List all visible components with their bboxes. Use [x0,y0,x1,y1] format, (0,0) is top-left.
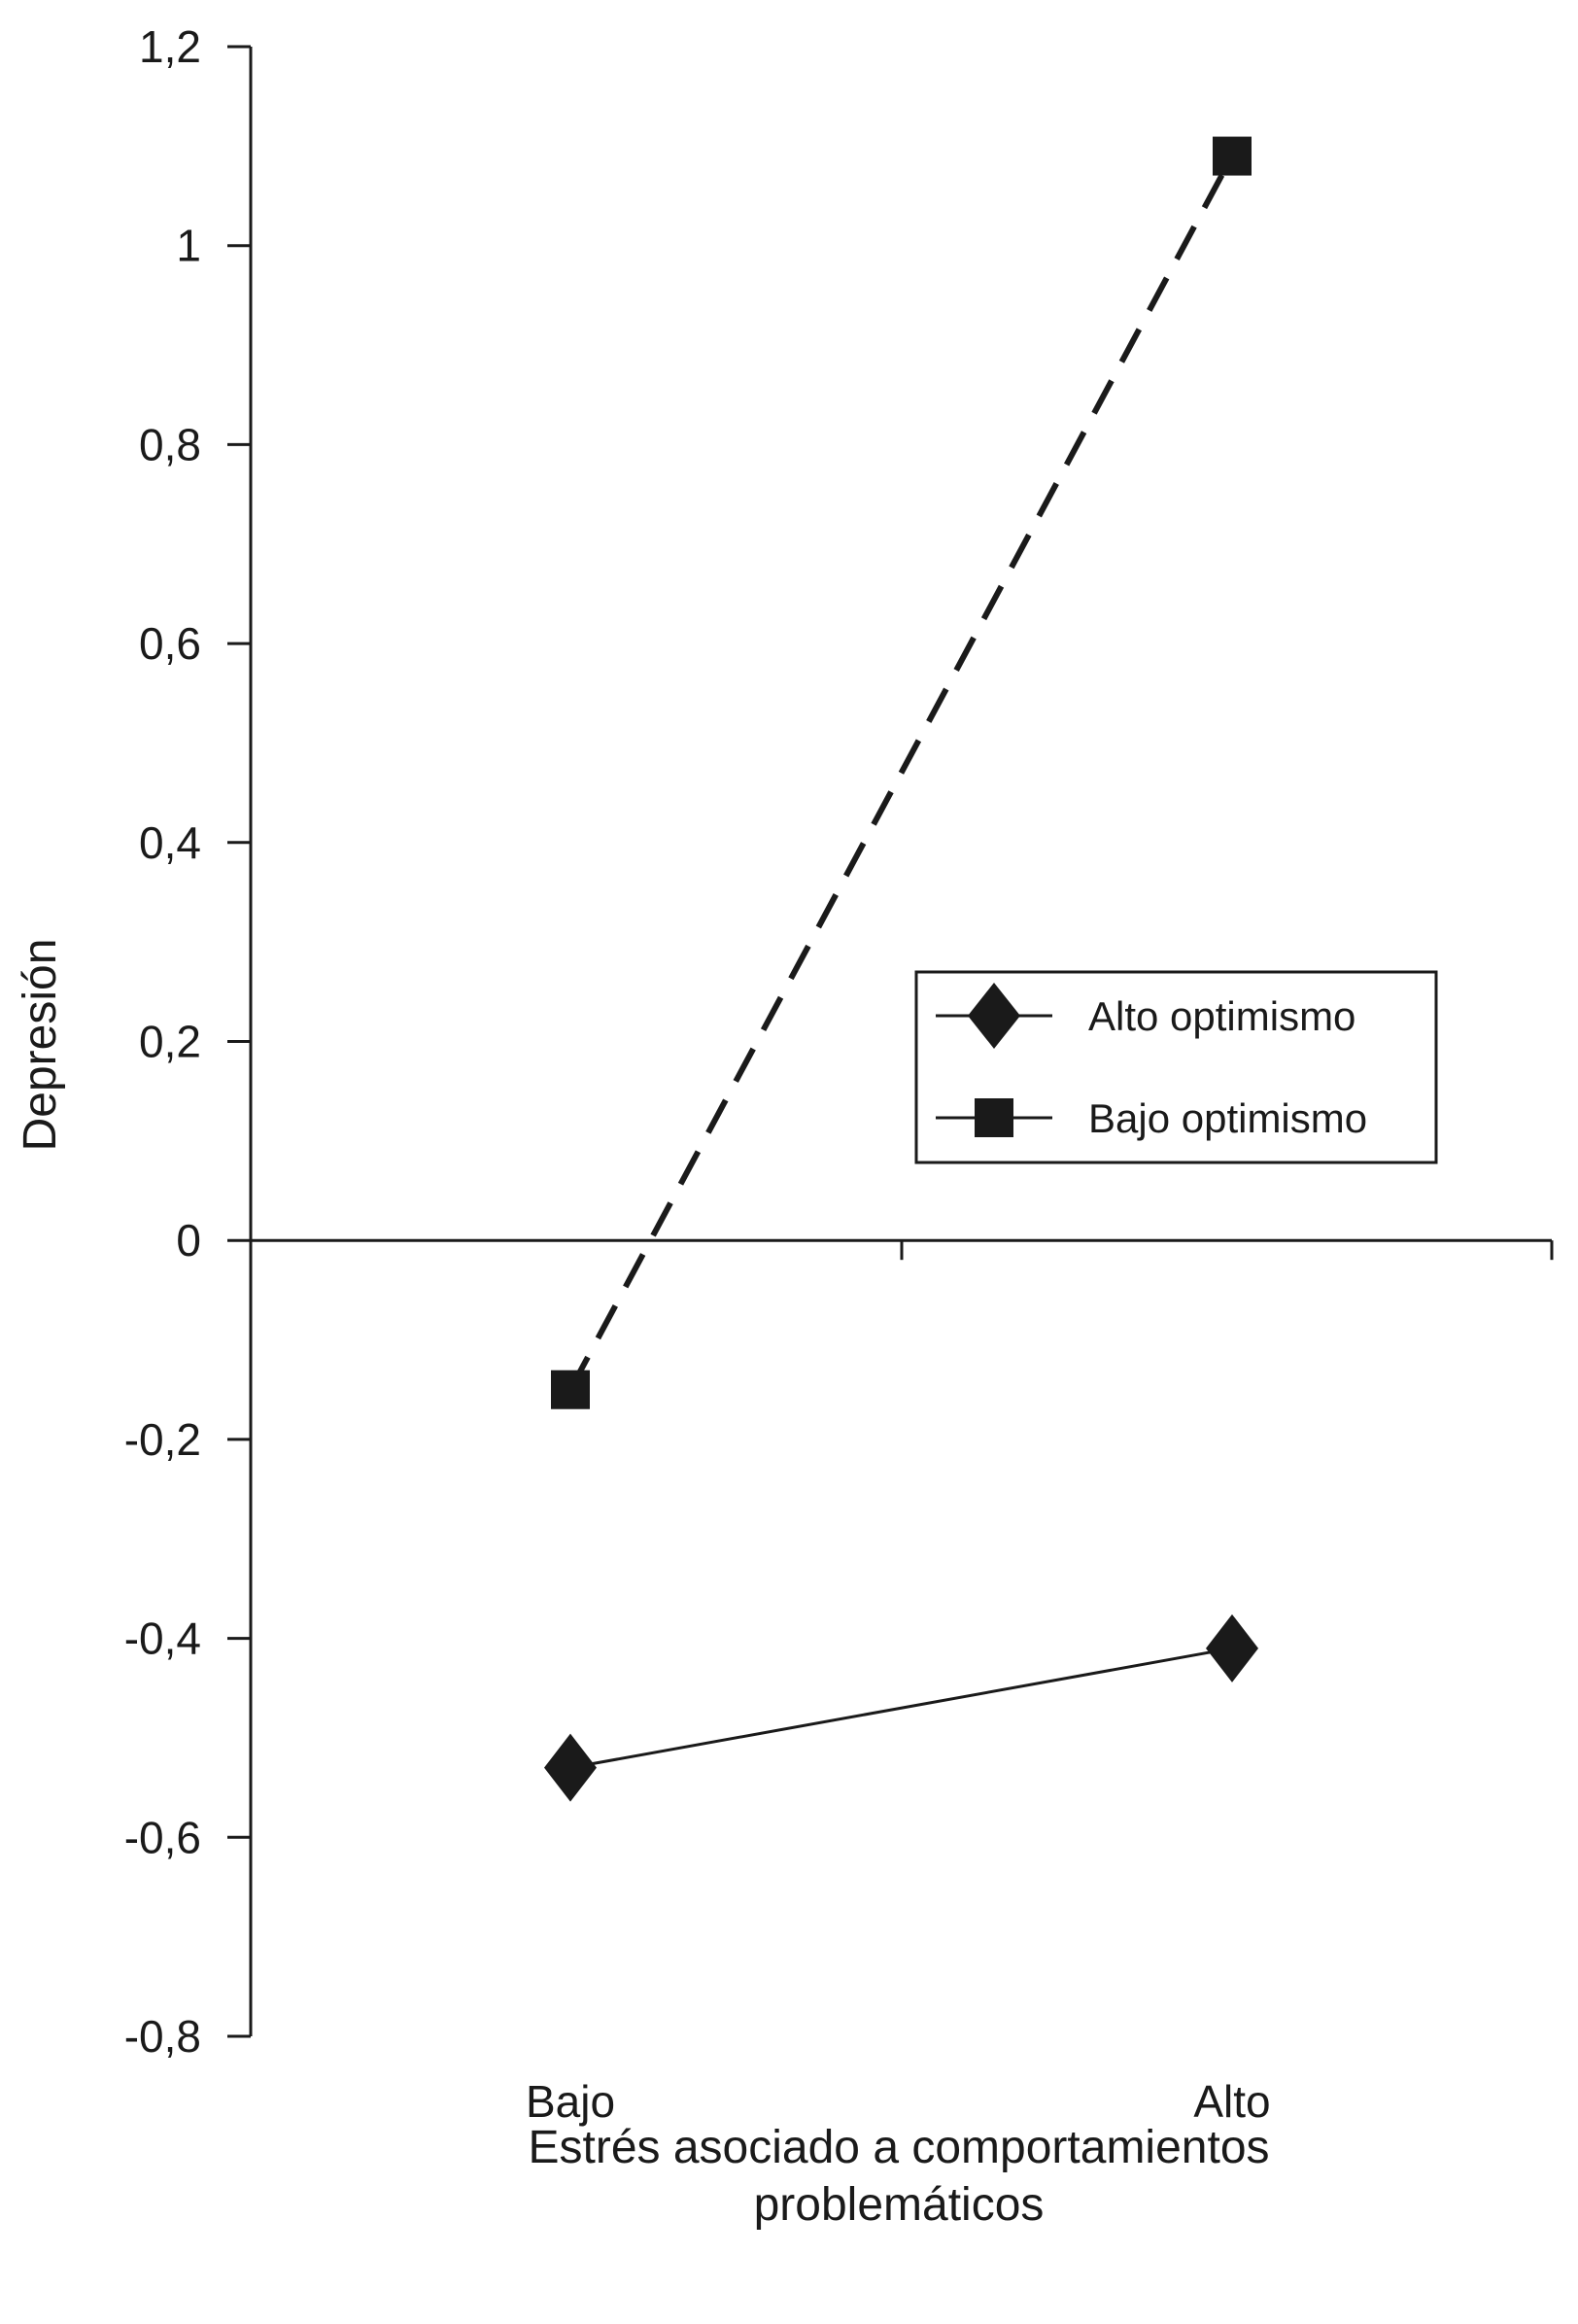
y-tick-label: 0,8 [139,419,201,469]
plot-area [544,136,1258,1802]
y-tick-label: 0,2 [139,1017,201,1067]
x-tick-label: Bajo [526,2076,615,2127]
y-tick-label: 0,4 [139,817,201,868]
y-tick-label: 1,2 [139,21,201,72]
y-tick-label: -0,2 [124,1414,201,1465]
data-point-diamond [1206,1613,1258,1682]
y-tick-label: -0,6 [124,1812,201,1862]
data-point-diamond [544,1733,597,1802]
y-axis-title: Depresión [15,939,66,1152]
y-tick-label: -0,8 [124,2011,201,2062]
x-axis-title-line-1: Estrés asociado a comportamientos [528,2122,1269,2173]
y-tick-label: 1 [176,221,201,271]
x-tick-label: Alto [1193,2076,1270,2127]
legend-label-alto: Alto optimismo [1088,993,1355,1039]
series-line-bajo-optimismo [567,155,1235,1392]
x-axis-title-line-2: problemáticos [754,2179,1045,2231]
legend: Alto optimismo Bajo optimismo [914,970,1438,1164]
y-tick-label: -0,4 [124,1613,201,1664]
data-point-square [551,1370,590,1409]
y-tick-label: 0 [176,1215,201,1266]
legend-diamond-marker [968,983,1020,1049]
legend-square-marker [975,1098,1013,1137]
data-point-square [1213,136,1252,176]
legend-label-bajo: Bajo optimismo [1088,1095,1367,1141]
series-line-alto-optimismo [569,1647,1233,1770]
y-tick-label: 0,6 [139,618,201,669]
axes: 1,2 1 0,8 0,6 0,4 0,2 0 -0,2 -0,4 -0,6 -0,8 Bajo Alt… [124,21,1554,2127]
